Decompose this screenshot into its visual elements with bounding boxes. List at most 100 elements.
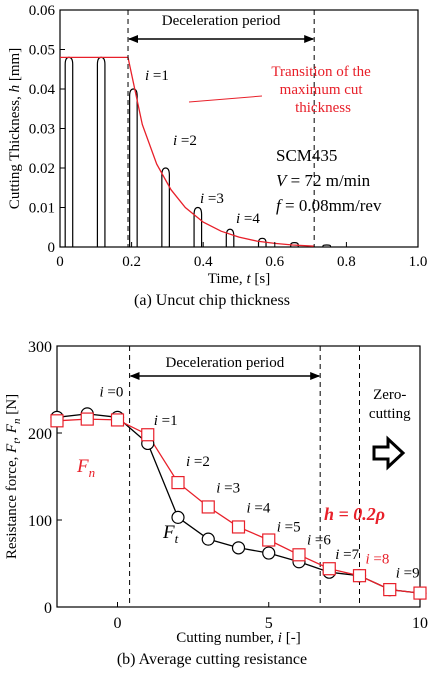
point-ft (201, 532, 215, 546)
x-tick-label-a: 0.8 (337, 254, 356, 270)
point-fn (262, 533, 276, 547)
point-fn (80, 412, 94, 426)
cut-number-label: i =7 (335, 547, 359, 563)
cut-number-label: i =8 (366, 552, 390, 568)
point-fn (413, 586, 427, 600)
cut-number-label: i =3 (216, 480, 240, 496)
x-tick-label-a: 0.6 (265, 254, 284, 270)
y-tick-label-a: 0.03 (29, 122, 55, 138)
pulse-label: i =3 (200, 191, 224, 207)
pulse-label-var: i (200, 191, 204, 207)
cut-number-label: i =6 (307, 532, 331, 548)
pulse-label-num: =4 (240, 211, 260, 227)
x-axis-label-a-var: t (246, 271, 251, 287)
condition-value: = 0.08mm/rev (281, 196, 382, 215)
max-thickness-label-line-3: thickness (295, 100, 351, 116)
cut-number-labels: i =0i =1i =2i =3i =4i =5i =6i =7 i =8i =9 (100, 385, 420, 582)
pulse-label: i =1 (145, 68, 169, 84)
y-tick-label-a: 0 (48, 240, 56, 256)
force-series (50, 407, 427, 600)
cut-number-label-var: i (186, 454, 190, 470)
point-fn (50, 414, 64, 428)
cut-number-label-num: =2 (190, 454, 210, 470)
point-fn (141, 428, 155, 442)
cut-number-label-var: i (307, 532, 311, 548)
cut-number-label-var: i (366, 552, 370, 568)
cut-number-label-num: =9 (400, 566, 420, 582)
material-label: SCM435 (276, 146, 337, 165)
cut-number-label-num: =0 (104, 385, 124, 401)
pulse-label-var: i (236, 211, 240, 227)
cut-number-label: i =2 (186, 454, 210, 470)
x-tick-label-a: 0 (56, 254, 64, 270)
pulse-label-num: =3 (204, 191, 224, 207)
deceleration-label-b: Deceleration period (166, 355, 285, 371)
caption-a: (a) Uncut chip thickness (134, 292, 290, 309)
y-axis-label-b-var1: F (4, 443, 20, 454)
series-label-fn-var: F (76, 456, 89, 477)
pulse-label: i =4 (236, 211, 260, 227)
pulse-label-num: =1 (149, 68, 169, 84)
zero-cutting-arrow-icon (372, 435, 406, 471)
y-tick-label-a: 0.04 (29, 82, 56, 98)
max-thickness-label-line-2: maximum cut (280, 82, 364, 98)
series-label-ft-sub: t (175, 531, 179, 546)
point-fn (171, 475, 185, 490)
y-axis-label-b-comma: , (4, 433, 20, 441)
point-fn (352, 569, 367, 583)
y-tick-label-b: 0 (44, 600, 52, 617)
zero-cutting-label-line-2: cutting (369, 406, 411, 422)
thickness-pulse (129, 88, 138, 247)
x-axis-label-a-prefix: Time, (208, 271, 247, 287)
thickness-pulse (225, 228, 235, 247)
point-fn (322, 562, 336, 576)
x-tick-label-b: 10 (412, 615, 428, 632)
y-tick-label-b: 100 (28, 513, 52, 530)
x-tick-label-a: 0.2 (122, 254, 141, 270)
pulse-labels-a: i =1i =2i =3i =4 (145, 68, 260, 227)
x-axis-label-b-prefix: Cutting number, (176, 630, 277, 646)
chart-a: 0 0.2 0.4 0.6 0.8 1.0 0 0.01 0.02 0.03 0.04 0.05 0.0… (7, 3, 427, 309)
deceleration-label: Deceleration period (162, 13, 281, 29)
y-axis-label-b-sub2: n (11, 418, 23, 424)
caption-b: (b) Average cutting resistance (117, 651, 307, 668)
cut-number-label: i =0 (100, 385, 124, 401)
cut-number-label-var: i (154, 413, 158, 429)
point-ft (231, 541, 246, 555)
point-fn (292, 548, 306, 562)
x-axis-label-a-unit: [s] (251, 271, 271, 287)
cut-number-label-var: i (396, 566, 400, 582)
x-tick-label-a: 1.0 (409, 254, 428, 270)
pulse-label-num: =2 (177, 133, 197, 149)
cut-number-label-num: =5 (281, 519, 301, 535)
y-axis-label-b-var2: F (4, 423, 20, 434)
pulse-label-var: i (145, 68, 149, 84)
point-ft (262, 546, 276, 560)
thickness-pulse (193, 206, 203, 247)
cut-number-label: i =1 (154, 413, 178, 429)
cut-number-label-var: i (277, 519, 281, 535)
x-axis-label-a: Time, t [s] (208, 271, 270, 287)
series-label-ft: Ft (162, 522, 179, 546)
x-tick-label-b: 5 (265, 615, 273, 632)
y-axis-label-a: Cutting Thickness, h [mm] (7, 48, 23, 209)
y-tick-label-a: 0.05 (29, 43, 55, 59)
pulse-label: i =2 (173, 133, 197, 149)
thickness-pulse (64, 56, 74, 247)
pulse-label-var: i (173, 133, 177, 149)
thickness-pulse (96, 56, 106, 247)
series-label-fn: Fn (76, 456, 95, 480)
point-fn (110, 413, 125, 427)
condition-var: V (276, 171, 289, 190)
y-tick-label-a: 0.02 (29, 161, 55, 177)
y-tick-label-a: 0.01 (29, 201, 55, 217)
cut-number-label: i =9 (396, 566, 420, 582)
y-axis-label-b-sub1: t (11, 440, 23, 444)
cut-number-label-num: =8 (370, 552, 390, 568)
cut-number-label-num: =1 (158, 413, 178, 429)
y-axis-label-b: Resistance force, Ft, Fn [N] (4, 394, 23, 559)
y-tick-label-a: 0.06 (29, 3, 56, 19)
